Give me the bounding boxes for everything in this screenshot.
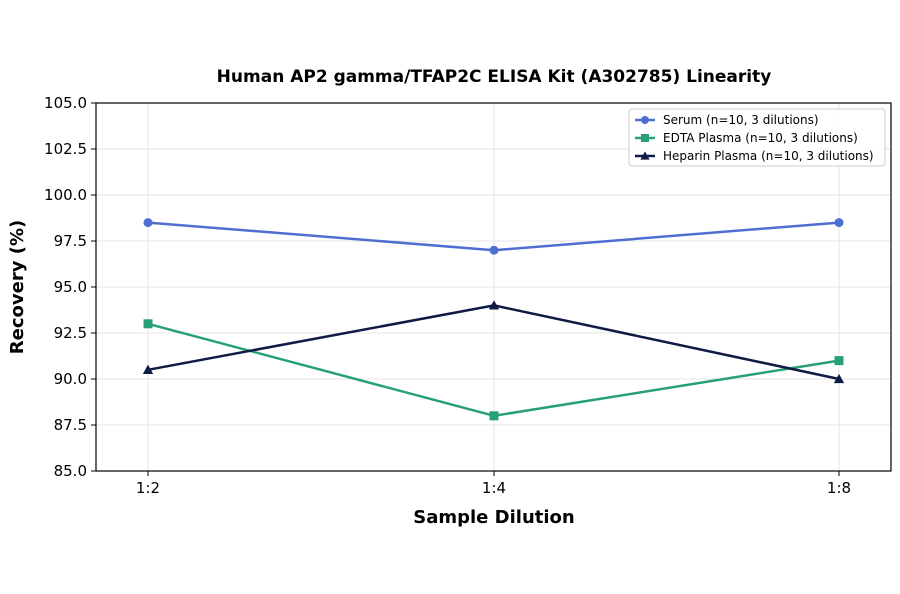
data-point [143,218,153,228]
series-triangle [142,300,845,384]
y-tick-label: 100.0 [44,186,87,204]
y-axis: 85.0 87.5 90.0 92.5 95.0 97.5 100.0 102.5 105.0 [44,94,96,480]
x-axis: 1:2 1:4 1:8 [136,471,851,497]
legend-swatch-marker [641,116,649,124]
legend-item: Heparin Plasma (n=10, 3 dilutions) [635,149,874,163]
y-tick-label: 90.0 [54,370,87,388]
data-point [834,218,844,228]
data-point [834,356,844,366]
data-point [488,300,500,310]
legend-label: Heparin Plasma (n=10, 3 dilutions) [663,149,874,163]
data-point [143,319,153,329]
chart-title: Human AP2 gamma/TFAP2C ELISA Kit (A30278… [217,67,772,87]
legend-item: EDTA Plasma (n=10, 3 dilutions) [635,131,858,145]
legend: Serum (n=10, 3 dilutions) EDTA Plasma (n=… [628,108,886,167]
legend-swatch-marker [641,134,649,142]
legend-label: EDTA Plasma (n=10, 3 dilutions) [663,131,858,145]
legend-swatch-marker [640,151,650,160]
legend-box [628,108,886,167]
data-point [489,411,499,421]
series-square [143,319,844,421]
x-tick-label: 1:8 [827,479,851,497]
y-tick-label: 97.5 [54,232,87,250]
x-axis-label: Sample Dilution [413,507,574,528]
x-tick-label: 1:4 [482,479,506,497]
y-tick-label: 102.5 [44,140,87,158]
y-axis-label: Recovery (%) [7,220,28,354]
legend-item: Serum (n=10, 3 dilutions) [635,113,819,127]
data-point [142,364,154,374]
x-tick-label: 1:2 [136,479,160,497]
y-tick-label: 87.5 [54,416,87,434]
series-layer [142,218,845,421]
y-tick-label: 92.5 [54,324,87,342]
y-tick-label: 95.0 [54,278,87,296]
y-tick-label: 105.0 [44,94,87,112]
data-point [833,373,845,384]
data-point [489,245,499,255]
series-circle [143,218,844,255]
legend-label: Serum (n=10, 3 dilutions) [663,113,819,127]
y-tick-label: 85.0 [54,462,87,480]
